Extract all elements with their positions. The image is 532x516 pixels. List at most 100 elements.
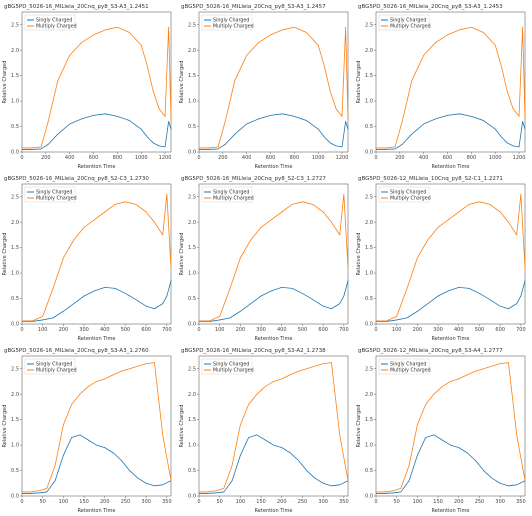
- data-point: [215, 490, 216, 492]
- data-point: [323, 65, 325, 66]
- chart-6: gBG5PD_5026-12_MILleia_10Cnq_py8_S2-C1_1…: [356, 176, 526, 342]
- x-tick-label: 200: [395, 155, 405, 161]
- data-point: [417, 424, 418, 426]
- data-point: [499, 305, 501, 307]
- x-tick-label: 200: [41, 155, 51, 161]
- data-point: [448, 290, 449, 292]
- y-tick-label: 1.5: [365, 73, 373, 79]
- x-tick-label: 600: [266, 155, 276, 161]
- y-tick-label: 0.0: [365, 494, 373, 500]
- data-point: [240, 424, 241, 426]
- data-point: [129, 368, 130, 370]
- data-point: [40, 146, 42, 148]
- data-point: [234, 133, 236, 135]
- data-point: [154, 308, 155, 310]
- data-point: [281, 378, 283, 380]
- y-tick-label: 1.5: [188, 73, 196, 79]
- data-point: [459, 29, 460, 31]
- data-point: [322, 305, 324, 307]
- data-point: [73, 303, 75, 304]
- x-tick-label: 200: [218, 155, 228, 161]
- data-point: [425, 404, 427, 405]
- data-point: [105, 113, 106, 115]
- y-tick-label: 0.0: [188, 150, 196, 156]
- data-point: [322, 363, 324, 364]
- data-point: [271, 219, 272, 220]
- data-point: [217, 148, 219, 150]
- series-line-multiply-charged: [199, 362, 349, 493]
- plot-frame: [375, 355, 526, 497]
- data-point: [57, 80, 59, 82]
- x-tick-label: 200: [454, 499, 464, 505]
- x-axis-label: Retention Time: [255, 508, 293, 514]
- chart-title: gBG5PD_5026-16_MILleia_20Cnq_py8_S3-A2_1…: [181, 348, 326, 354]
- data-point: [264, 439, 266, 441]
- y-tick-label: 1.5: [11, 417, 19, 423]
- y-tick-label: 0.0: [11, 150, 19, 156]
- x-axis-label: Retention Time: [432, 164, 470, 170]
- data-point: [231, 480, 233, 482]
- data-point: [198, 493, 200, 494]
- y-tick-label: 0.0: [11, 494, 19, 500]
- data-point: [29, 491, 31, 493]
- y-tick-label: 1.0: [365, 443, 373, 449]
- data-point: [208, 320, 210, 322]
- data-point: [21, 493, 23, 494]
- chart-title: gBG5PD_5026-16_MILleia_20Cnq_py8_S2-C3_1…: [4, 176, 149, 182]
- y-tick-label: 1.5: [188, 245, 196, 251]
- data-point: [489, 299, 491, 300]
- legend-label: Multiply Charged: [36, 196, 77, 202]
- data-point: [52, 317, 54, 319]
- y-tick-label: 0.5: [365, 124, 373, 130]
- data-point: [31, 320, 33, 322]
- y-axis-label: Relative Charged: [179, 61, 185, 104]
- data-point: [170, 118, 172, 120]
- data-point: [69, 54, 71, 56]
- data-point: [297, 460, 299, 461]
- data-point: [104, 447, 106, 448]
- chart-4: gBG5PD_5026-16_MILleia_20Cnq_py8_S2-C3_1…: [2, 176, 172, 342]
- data-point: [506, 90, 508, 92]
- chart-title: gBG5PD_5026-16_MILleia_20Cnq_py8_S3-A3_1…: [4, 4, 149, 10]
- x-tick-label: 0: [197, 327, 200, 333]
- data-point: [114, 288, 116, 289]
- x-tick-label: 200: [413, 327, 423, 333]
- data-point: [314, 365, 316, 367]
- y-tick-label: 1.0: [365, 271, 373, 277]
- data-point: [198, 147, 200, 149]
- data-point: [140, 128, 142, 130]
- data-point: [248, 437, 250, 438]
- x-axis-label: Retention Time: [255, 164, 293, 170]
- x-tick-label: 1000: [135, 155, 148, 161]
- data-point: [223, 488, 225, 489]
- series-line-singly-charged: [22, 280, 172, 322]
- data-point: [479, 201, 480, 203]
- data-point: [137, 365, 139, 367]
- x-axis-label: Retention Time: [432, 336, 470, 342]
- data-point: [128, 120, 130, 121]
- x-tick-label: 250: [475, 499, 485, 505]
- data-point: [294, 116, 295, 117]
- data-point: [458, 378, 460, 380]
- data-point: [491, 365, 493, 367]
- x-tick-label: 300: [495, 499, 505, 505]
- data-point: [264, 386, 266, 387]
- plot-frame: [198, 355, 349, 497]
- data-point: [38, 490, 39, 492]
- y-tick-label: 2.0: [11, 392, 19, 398]
- y-axis-label: Relative Charged: [2, 61, 8, 104]
- data-point: [114, 204, 116, 205]
- series-line-multiply-charged: [22, 193, 172, 322]
- data-point: [466, 374, 468, 376]
- data-point: [93, 114, 94, 116]
- y-axis-label: Relative Charged: [2, 405, 8, 448]
- plot-frame: [375, 183, 526, 325]
- data-point: [425, 437, 427, 438]
- legend-box: [24, 14, 76, 31]
- data-point: [396, 319, 398, 321]
- data-point: [146, 136, 148, 138]
- legend-label: Singly Charged: [213, 190, 249, 196]
